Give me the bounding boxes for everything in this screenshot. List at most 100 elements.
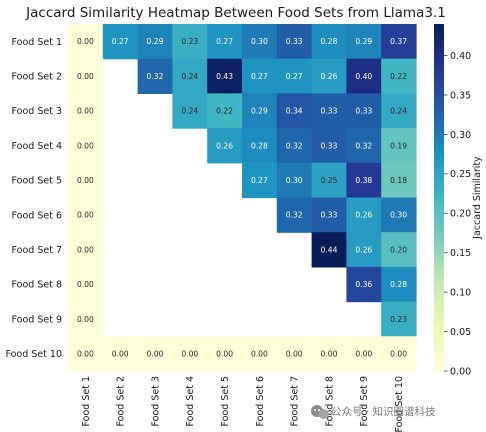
row-label: Food Set 9 bbox=[12, 314, 62, 325]
heatmap-cell-r1-c9 bbox=[346, 24, 382, 60]
colorbar-ticks: 0.00 0.05 0.10 0.15 0.20 0.25 0.30 0.35 0.40 bbox=[444, 51, 471, 377]
cell-value-label: 0.22 bbox=[216, 107, 233, 116]
cell-value-label: 0.00 bbox=[112, 349, 129, 358]
heatmap-cell-r5-c10 bbox=[381, 162, 417, 199]
colorbar-tick-label: 0.10 bbox=[450, 288, 471, 299]
cell-value-label: 0.27 bbox=[112, 37, 129, 46]
heatmap-cell-r9-c10 bbox=[381, 301, 417, 337]
heatmap-cell-r2-c9 bbox=[346, 58, 382, 94]
heatmap-cell-r6-c10 bbox=[381, 197, 417, 233]
cell-value-label: 0.33 bbox=[321, 211, 338, 220]
cell-value-label: 0.32 bbox=[355, 141, 372, 150]
cell-value-label: 0.00 bbox=[181, 349, 198, 358]
row-label: Food Set 6 bbox=[12, 210, 62, 221]
column-label: Food Set 4 bbox=[185, 376, 196, 426]
cell-value-label: 0.00 bbox=[355, 349, 372, 358]
heatmap-cell-r5-c6 bbox=[242, 162, 278, 199]
colorbar-tick-label: 0.15 bbox=[450, 248, 471, 259]
heatmap-cell-r8-c10 bbox=[381, 266, 417, 303]
cell-value-label: 0.23 bbox=[181, 37, 198, 46]
column-label: Food Set 7 bbox=[290, 376, 301, 426]
cell-value-label: 0.40 bbox=[355, 72, 372, 81]
cell-value-label: 0.36 bbox=[355, 280, 372, 289]
cell-value-label: 0.00 bbox=[147, 349, 164, 358]
heatmap-cell-r1-c5 bbox=[207, 24, 243, 60]
heatmap-cell-r4-c9 bbox=[346, 128, 382, 164]
cell-value-label: 0.27 bbox=[251, 176, 268, 185]
cell-value-label: 0.33 bbox=[355, 107, 372, 116]
heatmap-cell-r4-c7 bbox=[276, 128, 313, 164]
heatmap-cells bbox=[68, 24, 417, 372]
heatmap-cell-r8-c9 bbox=[346, 266, 382, 303]
heatmap-cell-r3-c9 bbox=[346, 93, 382, 129]
cell-value-label: 0.33 bbox=[286, 37, 303, 46]
heatmap-cell-r2-c7 bbox=[276, 58, 313, 94]
heatmap-cell-r7-c9 bbox=[346, 232, 382, 268]
cell-value-label: 0.38 bbox=[355, 176, 372, 185]
cell-value-label: 0.24 bbox=[390, 107, 407, 116]
row-labels: Food Set 1 Food Set 2 Food Set 3 Food Set 4… bbox=[5, 37, 62, 360]
cell-value-label: 0.24 bbox=[181, 107, 198, 116]
cell-value-label: 0.30 bbox=[390, 211, 407, 220]
cell-value-label: 0.28 bbox=[251, 141, 268, 150]
cell-value-label: 0.00 bbox=[77, 141, 94, 150]
heatmap-cell-r5-c9 bbox=[346, 162, 382, 199]
heatmap-cell-r10-c6 bbox=[242, 336, 278, 372]
cell-value-label: 0.25 bbox=[321, 176, 338, 185]
heatmap-cell-r10-c1 bbox=[68, 336, 104, 372]
column-label: Food Set 3 bbox=[150, 376, 161, 426]
heatmap-cell-r1-c10 bbox=[381, 24, 417, 60]
heatmap-cell-r9-c1 bbox=[68, 301, 104, 337]
column-labels: Food Set 1 Food Set 2 Food Set 3 Food Set 4… bbox=[81, 376, 405, 432]
cell-value-label: 0.00 bbox=[77, 245, 94, 254]
heatmap-cell-r10-c9 bbox=[346, 336, 382, 372]
heatmap-cell-r4-c8 bbox=[311, 128, 347, 164]
watermark-text: 公众号 · 知识图谱科技 bbox=[331, 405, 436, 418]
cell-value-label: 0.27 bbox=[216, 37, 233, 46]
heatmap-cell-r7-c1 bbox=[68, 232, 104, 268]
heatmap-cell-labels: 0.00 0.27 0.29 0.23 0.27 0.30 0.33 0.28 0.29 0.37… bbox=[77, 37, 407, 358]
cell-value-label: 0.00 bbox=[216, 349, 233, 358]
row-label: Food Set 7 bbox=[12, 245, 62, 256]
heatmap-cell-r2-c1 bbox=[68, 58, 104, 94]
cell-value-label: 0.43 bbox=[216, 72, 233, 81]
cell-value-label: 0.32 bbox=[286, 211, 303, 220]
cell-value-label: 0.00 bbox=[77, 211, 94, 220]
heatmap-cell-r3-c5 bbox=[207, 93, 243, 129]
cell-value-label: 0.19 bbox=[390, 141, 407, 150]
cell-value-label: 0.27 bbox=[286, 72, 303, 81]
cell-value-label: 0.22 bbox=[390, 72, 407, 81]
colorbar-tick-label: 0.35 bbox=[450, 90, 471, 101]
heatmap-cell-r1-c6 bbox=[242, 24, 278, 60]
heatmap-cell-r6-c7 bbox=[276, 197, 313, 233]
colorbar-tick-label: 0.30 bbox=[450, 130, 471, 141]
cell-value-label: 0.27 bbox=[251, 72, 268, 81]
heatmap-cell-r3-c4 bbox=[172, 93, 208, 129]
heatmap-cell-r1-c1 bbox=[68, 24, 104, 60]
heatmap-cell-r10-c2 bbox=[102, 336, 139, 372]
cell-value-label: 0.26 bbox=[216, 141, 233, 150]
heatmap-cell-r3-c6 bbox=[242, 93, 278, 129]
colorbar-tick-label: 0.00 bbox=[450, 366, 471, 377]
cell-value-label: 0.23 bbox=[390, 315, 407, 324]
cell-value-label: 0.00 bbox=[77, 37, 94, 46]
row-label: Food Set 8 bbox=[12, 280, 62, 291]
cell-value-label: 0.00 bbox=[77, 107, 94, 116]
cell-value-label: 0.00 bbox=[77, 315, 94, 324]
cell-value-label: 0.32 bbox=[286, 141, 303, 150]
cell-value-label: 0.00 bbox=[77, 349, 94, 358]
heatmap-cell-r4-c6 bbox=[242, 128, 278, 164]
cell-value-label: 0.24 bbox=[181, 72, 198, 81]
cell-value-label: 0.28 bbox=[390, 280, 407, 289]
heatmap-cell-r10-c8 bbox=[311, 336, 347, 372]
cell-value-label: 0.00 bbox=[77, 72, 94, 81]
heatmap-cell-r3-c7 bbox=[276, 93, 313, 129]
cell-value-label: 0.30 bbox=[286, 176, 303, 185]
cell-value-label: 0.29 bbox=[251, 107, 268, 116]
heatmap-cell-r4-c1 bbox=[68, 128, 104, 164]
colorbar: 0.00 0.05 0.10 0.15 0.20 0.25 0.30 0.35 0.40 Jac… bbox=[434, 24, 483, 377]
heatmap-cell-r6-c1 bbox=[68, 197, 104, 233]
column-label: Food Set 10 bbox=[394, 376, 405, 432]
cell-value-label: 0.26 bbox=[355, 245, 372, 254]
